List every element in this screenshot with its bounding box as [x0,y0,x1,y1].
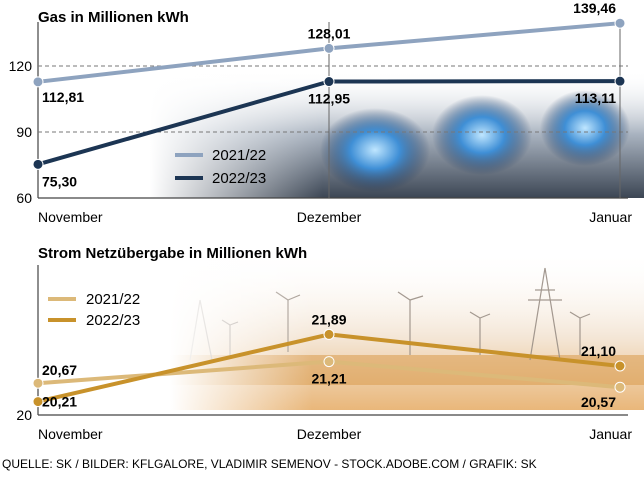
gas-x-tick-label: Dezember [297,209,362,225]
gas-series: 112,81 128,01 139,46 75,30 112,95 113,11 [32,0,626,189]
power-data-point [323,328,335,340]
gas-background-image [150,70,644,198]
gas-data-point [32,76,44,88]
power-series: 20,67 21,21 20,57 20,21 21,89 21,10 [32,311,626,410]
gas-legend-label-2022-23: 2022/23 [212,170,266,187]
gas-data-point [614,17,626,29]
power-data-point [32,377,44,389]
gas-y-tick-label: 90 [16,124,32,140]
gas-data-label: 113,11 [575,90,616,106]
gas-y-tick-label: 60 [16,190,32,206]
power-y-tick-label: 20 [16,407,32,423]
power-legend: 2021/22 2022/23 [48,291,140,329]
gas-legend-label-2021-22: 2021/22 [212,147,266,164]
power-data-point [323,356,335,368]
power-data-label: 20,57 [581,394,616,410]
power-y-tick-labels: 20 [16,407,32,423]
gas-data-point [323,76,335,88]
gas-data-label: 112,81 [42,89,84,105]
gas-chart-title: Gas in Millionen kWh [38,9,189,26]
gas-data-point [32,158,44,170]
power-legend-label-2021-22: 2021/22 [86,291,140,308]
power-data-point [614,360,626,372]
source-credit: QUELLE: SK / BILDER: KFLGALORE, VLADIMIR… [2,457,537,471]
gas-data-label: 75,30 [42,173,77,189]
power-data-label: 20,21 [42,394,77,410]
power-legend-label-2022-23: 2022/23 [86,312,140,329]
gas-gridlines [38,22,628,198]
power-data-label: 21,21 [311,371,346,387]
gas-data-label: 112,95 [308,91,350,107]
power-chart-title: Strom Netzübergabe in Millionen kWh [38,245,307,262]
gas-data-point [614,75,626,87]
power-data-point [614,381,626,393]
power-x-tick-labels: November Dezember Januar [38,426,632,442]
power-data-point [32,396,44,408]
power-data-label: 20,67 [42,362,77,378]
power-x-tick-label: November [38,426,103,442]
gas-x-tick-labels: November Dezember Januar [38,209,632,225]
power-data-label: 21,10 [581,343,616,359]
gas-x-tick-label: November [38,209,103,225]
gas-data-point [323,42,335,54]
gas-legend: 2021/22 2022/23 [175,147,266,187]
gas-x-tick-label: Januar [589,209,632,225]
power-x-tick-label: Januar [589,426,632,442]
gas-data-label: 128,01 [308,25,351,41]
power-background-image [170,250,644,410]
gas-y-tick-labels: 120 90 60 [9,58,33,206]
gas-data-label: 139,46 [573,0,616,16]
power-x-tick-label: Dezember [297,426,362,442]
power-data-label: 21,89 [311,311,346,327]
gas-y-tick-label: 120 [9,58,33,74]
